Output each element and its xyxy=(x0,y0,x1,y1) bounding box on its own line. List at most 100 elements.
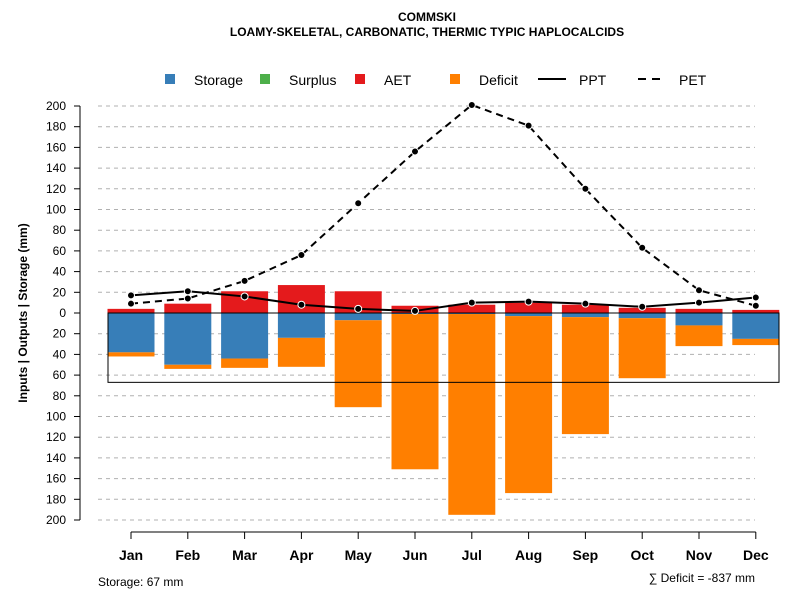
bar-aet-nov xyxy=(675,308,723,313)
bar-aet-sep xyxy=(561,304,609,313)
y-tick-label: 80 xyxy=(53,389,67,403)
bar-deficit-may xyxy=(334,320,382,408)
y-tick-label: 100 xyxy=(46,203,66,217)
pet-point-mar xyxy=(240,276,249,285)
bars xyxy=(107,285,780,515)
x-tick-label-jan: Jan xyxy=(119,547,143,563)
ppt-point-dec xyxy=(751,293,760,302)
x-tick-label-sep: Sep xyxy=(573,547,599,563)
x-tick-label-aug: Aug xyxy=(515,547,542,563)
x-tick-label-nov: Nov xyxy=(686,547,713,563)
bar-aet-mar xyxy=(221,291,269,313)
y-tick-label: 40 xyxy=(53,265,67,279)
bar-storage-aug xyxy=(505,313,553,317)
storage-footer: Storage: 67 mm xyxy=(98,575,183,589)
y-tick-label: 80 xyxy=(53,223,67,237)
ppt-point-feb xyxy=(183,287,192,296)
x-tick-label-feb: Feb xyxy=(175,547,200,563)
bar-aet-aug xyxy=(505,302,553,313)
y-axis-label: Inputs | Outputs | Storage (mm) xyxy=(16,223,30,402)
legend-deficit-swatch xyxy=(450,74,460,84)
y-tick-label: 40 xyxy=(53,347,67,361)
ppt-point-oct xyxy=(638,302,647,311)
bar-deficit-nov xyxy=(675,325,723,347)
y-tick-label: 140 xyxy=(46,161,66,175)
ppt-point-mar xyxy=(240,292,249,301)
ppt-point-jun xyxy=(411,306,419,315)
chart-title: COMMSKI xyxy=(398,10,456,24)
bar-storage-oct xyxy=(618,313,666,319)
y-tick-label: 140 xyxy=(46,451,66,465)
pet-point-jan xyxy=(127,299,135,308)
y-tick-label: 100 xyxy=(46,410,66,424)
x-tick-label-oct: Oct xyxy=(631,547,655,563)
x-tick-label-apr: Apr xyxy=(289,547,314,563)
legend: Storage Surplus AET Deficit PPT PET xyxy=(165,72,707,88)
bar-deficit-dec xyxy=(732,338,780,346)
pet-point-dec xyxy=(751,301,760,310)
pet-point-apr xyxy=(297,251,306,260)
chart-subtitle: LOAMY-SKELETAL, CARBONATIC, THERMIC TYPI… xyxy=(230,25,624,39)
y-tick-label: 180 xyxy=(46,492,66,506)
ppt-point-may xyxy=(354,304,363,313)
legend-surplus-label: Surplus xyxy=(289,72,336,88)
legend-storage-swatch xyxy=(165,74,175,84)
axes: 2001801601401201008060402002040608010012… xyxy=(46,99,769,563)
legend-deficit-label: Deficit xyxy=(479,72,518,88)
y-tick-label: 200 xyxy=(46,99,66,113)
pet-point-feb xyxy=(183,294,192,303)
y-tick-label: 160 xyxy=(46,472,66,486)
pet-point-jun xyxy=(411,147,419,156)
deficit-footer: ∑ Deficit = -837 mm xyxy=(649,571,755,585)
bar-aet-jan xyxy=(107,308,155,313)
pet-point-may xyxy=(354,199,363,208)
series-lines xyxy=(127,100,760,315)
bar-deficit-feb xyxy=(164,364,212,369)
pet-point-aug xyxy=(524,121,533,130)
bar-deficit-jul xyxy=(448,314,496,515)
pet-point-sep xyxy=(581,184,590,193)
y-tick-label: 200 xyxy=(46,513,66,527)
y-tick-label: 20 xyxy=(53,327,67,341)
bar-deficit-sep xyxy=(561,317,609,435)
bar-aet-dec xyxy=(732,309,780,313)
bar-aet-feb xyxy=(164,303,212,313)
x-tick-label-mar: Mar xyxy=(232,547,257,563)
ppt-point-jan xyxy=(127,291,135,300)
bar-deficit-jun xyxy=(391,314,439,470)
bar-deficit-apr xyxy=(277,337,325,367)
y-tick-label: 0 xyxy=(59,306,66,320)
bar-storage-nov xyxy=(675,313,723,326)
pet-line xyxy=(130,103,757,307)
storage-capacity-box xyxy=(107,312,780,383)
bar-storage-dec xyxy=(732,313,780,339)
legend-aet-swatch xyxy=(355,74,365,84)
bar-aet-apr xyxy=(277,285,325,313)
bar-storage-feb xyxy=(164,313,212,365)
bar-deficit-mar xyxy=(221,358,269,368)
y-tick-label: 120 xyxy=(46,430,66,444)
bar-storage-may xyxy=(334,313,382,321)
bar-deficit-aug xyxy=(505,316,553,494)
x-tick-label-jun: Jun xyxy=(403,547,428,563)
pet-point-jul xyxy=(467,100,476,109)
bar-deficit-jan xyxy=(107,352,155,357)
pet-point-oct xyxy=(638,243,647,252)
x-tick-label-dec: Dec xyxy=(743,547,769,563)
x-tick-label-jul: Jul xyxy=(462,547,482,563)
y-tick-label: 160 xyxy=(46,140,66,154)
bar-storage-sep xyxy=(561,313,609,318)
x-tick-label-may: May xyxy=(345,547,372,563)
ppt-point-sep xyxy=(581,299,590,308)
y-tick-label: 60 xyxy=(53,368,67,382)
pet-point-nov xyxy=(695,286,703,295)
ppt-point-aug xyxy=(524,297,533,306)
y-tick-label: 60 xyxy=(53,244,67,258)
legend-pet-label: PET xyxy=(679,72,707,88)
legend-storage-label: Storage xyxy=(194,72,243,88)
legend-surplus-swatch xyxy=(260,74,270,84)
y-tick-label: 20 xyxy=(53,285,67,299)
ppt-line xyxy=(130,290,756,312)
bar-storage-jul xyxy=(448,313,496,315)
